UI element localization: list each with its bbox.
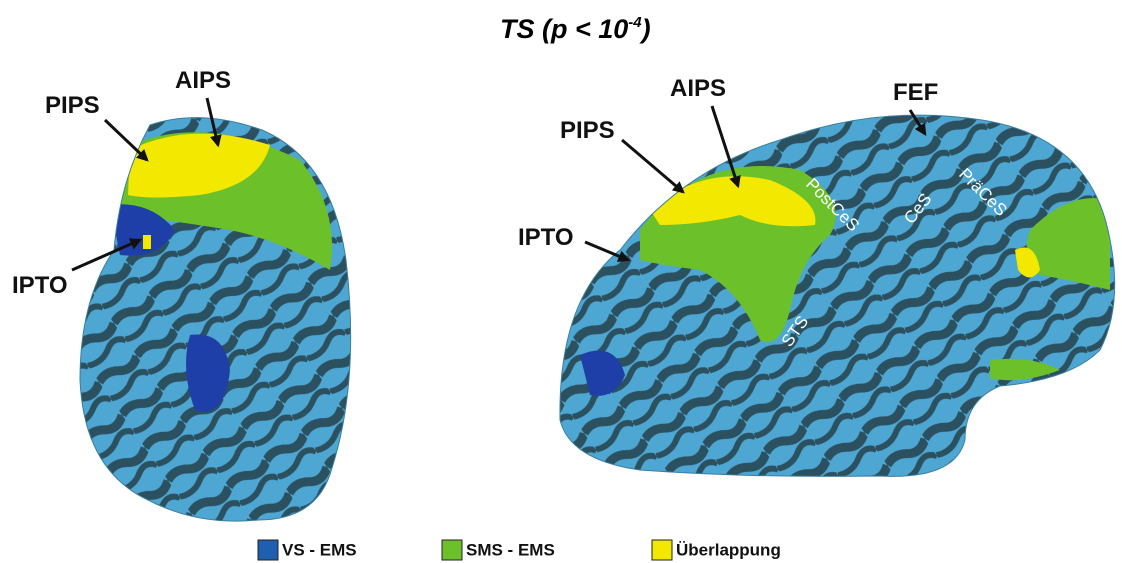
label-ipto: IPTO <box>518 224 574 251</box>
right-brain <box>550 100 1122 490</box>
title: TS (p < 10-4) <box>500 14 651 44</box>
label-aips: AIPS <box>175 67 231 94</box>
label-pips: PIPS <box>560 117 615 144</box>
figure: TS (p < 10-4) PIPS AIPS IPTO PIPS AIPS I… <box>0 0 1122 563</box>
legend: VS - EMS SMS - EMS Überlappung <box>258 540 781 560</box>
legend-swatch <box>258 540 278 560</box>
title-exponent: -4 <box>628 14 642 31</box>
legend-label: VS - EMS <box>282 540 357 559</box>
legend-swatch <box>442 540 462 560</box>
label-fef: FEF <box>893 79 938 106</box>
label-ipto: IPTO <box>12 272 68 299</box>
legend-swatch <box>652 540 672 560</box>
label-pips: PIPS <box>45 92 100 119</box>
legend-label: Überlappung <box>676 540 781 559</box>
label-aips: AIPS <box>670 75 726 102</box>
arrow <box>622 140 683 192</box>
left-brain <box>60 100 370 530</box>
legend-label: SMS - EMS <box>466 540 555 559</box>
arrow <box>105 120 147 160</box>
title-base: TS (p < 10 <box>500 14 628 44</box>
